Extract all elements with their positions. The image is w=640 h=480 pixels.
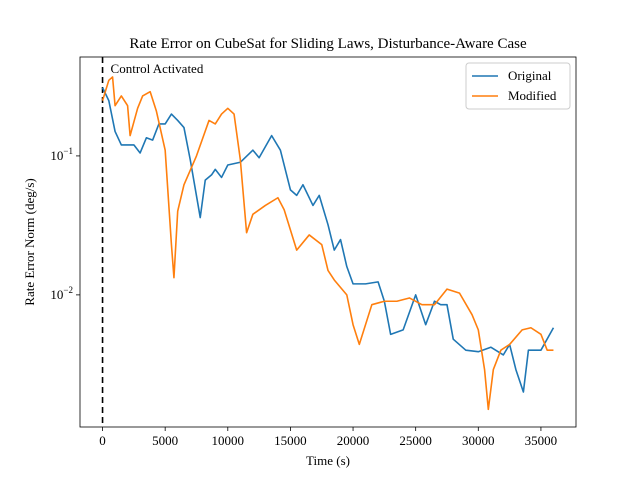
x-tick-label: 15000 <box>274 433 307 448</box>
x-tick-label: 25000 <box>399 433 432 448</box>
y-tick-label: 10−1 <box>50 146 73 163</box>
y-tick-label: 10−2 <box>50 285 73 302</box>
chart-title: Rate Error on CubeSat for Sliding Laws, … <box>129 36 527 52</box>
plot-frame <box>79 56 577 428</box>
x-tick-label: 0 <box>99 433 106 448</box>
annotation-text: Control Activated <box>111 61 204 76</box>
x-tick-label: 5000 <box>152 433 178 448</box>
y-axis-label: Rate Error Norm (deg/s) <box>22 178 37 305</box>
x-tick-label: 35000 <box>525 433 558 448</box>
legend-label: Modified <box>508 88 557 103</box>
series-line <box>101 87 555 393</box>
series-line <box>101 76 554 411</box>
x-axis-label: Time (s) <box>306 453 350 468</box>
legend-box <box>465 62 571 110</box>
x-tick-label: 30000 <box>462 433 495 448</box>
x-tick-label: 10000 <box>212 433 245 448</box>
x-tick-label: 20000 <box>337 433 370 448</box>
legend-label: Original <box>508 68 552 83</box>
